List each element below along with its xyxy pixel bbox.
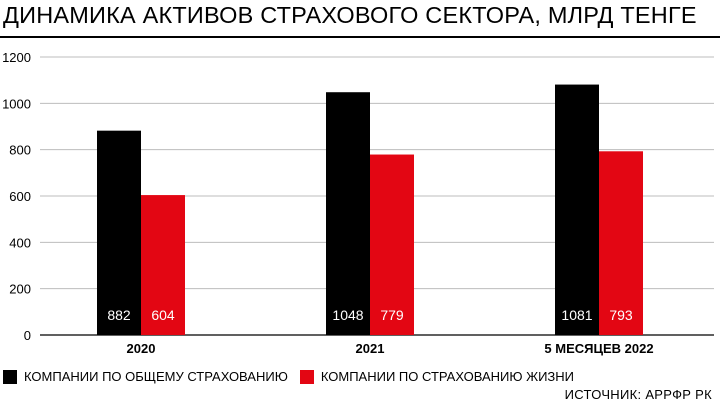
bars: 882 604 1048 779 1081 793 xyxy=(97,84,643,336)
bar-life xyxy=(141,195,185,335)
bar-general xyxy=(97,130,141,335)
bar-life xyxy=(599,151,643,335)
bar-life xyxy=(370,154,414,335)
chart-title: ДИНАМИКА АКТИВОВ СТРАХОВОГО СЕКТОРА, МЛР… xyxy=(3,2,697,28)
bar-value-label: 793 xyxy=(609,307,633,323)
bar-value-label: 779 xyxy=(380,307,404,323)
legend-swatch-general xyxy=(3,369,17,384)
y-tick-label: 800 xyxy=(9,143,31,158)
y-tick-label: 400 xyxy=(9,235,31,250)
y-axis-ticks: 0 200 400 600 800 1000 1200 xyxy=(2,50,31,343)
y-tick-label: 600 xyxy=(9,189,31,204)
x-category-label: 2021 xyxy=(356,341,385,356)
bar-value-label: 1081 xyxy=(561,307,592,323)
bar-general xyxy=(555,84,599,336)
x-category-label: 2020 xyxy=(127,341,156,356)
legend-swatch-life xyxy=(299,369,314,384)
y-tick-label: 0 xyxy=(24,328,31,343)
title-divider xyxy=(0,36,720,38)
legend-label-general: КОМПАНИИ ПО ОБЩЕМУ СТРАХОВАНИЮ xyxy=(24,369,288,384)
legend: КОМПАНИИ ПО ОБЩЕМУ СТРАХОВАНИЮ КОМПАНИИ … xyxy=(3,369,574,384)
legend-item-life: КОМПАНИИ ПО СТРАХОВАНИЮ ЖИЗНИ xyxy=(299,369,575,384)
y-tick-label: 200 xyxy=(9,282,31,297)
x-axis-categories: 2020 2021 5 МЕСЯЦЕВ 2022 xyxy=(127,341,654,356)
legend-label-life: КОМПАНИИ ПО СТРАХОВАНИЮ ЖИЗНИ xyxy=(320,369,575,384)
x-category-label: 5 МЕСЯЦЕВ 2022 xyxy=(544,341,653,356)
y-tick-label: 1000 xyxy=(2,96,31,111)
bar-value-label: 604 xyxy=(151,307,175,323)
legend-item-general: КОМПАНИИ ПО ОБЩЕМУ СТРАХОВАНИЮ xyxy=(3,369,288,384)
y-tick-label: 1200 xyxy=(2,50,31,65)
source-note: ИСТОЧНИК: АРРФР РК xyxy=(564,387,712,402)
bar-value-label: 882 xyxy=(107,307,131,323)
bar-general xyxy=(326,92,370,335)
bar-value-label: 1048 xyxy=(332,307,363,323)
